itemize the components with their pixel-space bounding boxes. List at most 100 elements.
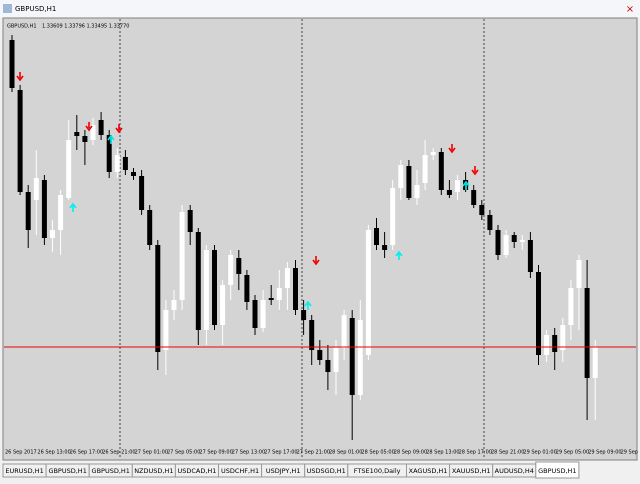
candle-body — [357, 320, 363, 395]
candle-body — [511, 235, 517, 242]
candle-body — [155, 245, 161, 352]
x-tick-label: 28 Sep 05:00 — [361, 450, 394, 456]
sell-arrow — [16, 72, 24, 82]
candle-body — [268, 298, 274, 300]
candle-body — [374, 228, 379, 245]
candle-body — [220, 285, 226, 325]
candle-body — [106, 135, 112, 172]
x-tick-label: 28 Sep 01:00 — [329, 450, 362, 456]
tab-label[interactable]: NZDUSD,H1 — [134, 467, 173, 475]
candle-body — [333, 348, 339, 372]
candle-body — [90, 125, 96, 140]
x-tick-label: 29 Sep 01:00 — [523, 450, 556, 456]
tab-label[interactable]: XAGUSD,H1 — [409, 467, 448, 475]
candle-body — [260, 300, 266, 328]
candle-body — [284, 268, 290, 288]
x-tick-label: 27 Sep 17:00 — [264, 450, 297, 456]
x-tick-label: 28 Sep 09:00 — [394, 450, 427, 456]
x-tick-label: 27 Sep 05:00 — [167, 450, 200, 456]
candle-body — [122, 157, 128, 170]
candle-body — [471, 190, 477, 205]
candle-body — [131, 172, 136, 176]
buy-arrow — [69, 202, 77, 212]
candle-body — [212, 250, 217, 325]
candle-body — [446, 190, 452, 195]
tab-label[interactable]: FTSE100,Daily — [354, 467, 401, 475]
x-tick-label: 28 Sep 13:00 — [426, 450, 459, 456]
candle-body — [25, 192, 31, 230]
candle-body — [228, 255, 234, 285]
candle-body — [33, 178, 39, 200]
tab[interactable] — [535, 461, 580, 479]
candle-body — [163, 310, 169, 350]
tab-label[interactable]: XAUUSD,H1 — [452, 467, 491, 475]
candle-body — [50, 230, 55, 238]
candle-body — [584, 288, 590, 378]
candle-body — [382, 245, 388, 250]
candle-body — [171, 300, 177, 310]
buy-arrow — [304, 300, 312, 310]
candle-body — [479, 205, 485, 215]
chart-area — [2, 17, 638, 461]
x-tick-label: 26 Sep 13:00 — [37, 450, 70, 456]
candle-body — [82, 136, 88, 142]
close-button[interactable]: × — [626, 4, 634, 15]
candle-body — [9, 40, 15, 88]
tab-label[interactable]: USDCHF,H1 — [221, 467, 259, 475]
tab-label[interactable]: GBPUSD,H1 — [48, 467, 86, 475]
candle-body — [187, 210, 193, 232]
tab-label[interactable]: USDJPY,H1 — [266, 467, 301, 475]
candle-body — [495, 230, 501, 255]
candle-body — [293, 268, 298, 310]
candle-body — [552, 335, 558, 352]
candle-body — [244, 275, 250, 302]
candle-body — [341, 315, 347, 348]
candle-body — [114, 155, 120, 172]
x-tick-label: 27 Sep 13:00 — [232, 450, 265, 456]
candle-body — [74, 132, 80, 136]
x-tick-label: 28 Sep 21:00 — [491, 450, 524, 456]
candle-body — [236, 258, 242, 274]
x-tick-label: 28 Sep 17:00 — [459, 450, 492, 456]
candle-body — [560, 325, 566, 350]
sell-arrow — [115, 124, 123, 134]
sell-arrow — [85, 122, 93, 132]
candle-body — [98, 120, 104, 135]
x-tick-label: 29 Sep 13:00 — [621, 450, 640, 456]
tab-label[interactable]: USDCAD,H1 — [177, 467, 216, 475]
candle-body — [309, 320, 315, 350]
candle-body — [503, 235, 509, 255]
candle-body — [139, 176, 145, 210]
candle-body — [390, 188, 396, 245]
candle-body — [195, 232, 201, 330]
candle-body — [58, 195, 64, 230]
candle-body — [252, 300, 258, 328]
candle-body — [203, 250, 209, 330]
candle-body — [66, 140, 72, 198]
tab-label[interactable]: EURUSD,H1 — [5, 467, 43, 475]
tab-label[interactable]: AUDUSD,H4 — [495, 467, 534, 475]
candle-body — [406, 166, 412, 198]
candle-body — [430, 152, 436, 155]
ohlc-label: 1.33609 1.33796 1.33495 1.33770 — [42, 24, 129, 30]
candle-body — [41, 180, 47, 238]
candle-body — [536, 272, 541, 355]
x-tick-label: 29 Sep 05:00 — [556, 450, 589, 456]
candle-body — [455, 180, 460, 192]
candle-body — [276, 288, 282, 300]
tab-label[interactable]: USDSGD,H1 — [307, 467, 346, 475]
signals — [16, 72, 479, 310]
candle-body — [317, 350, 323, 360]
candle-body — [301, 310, 307, 320]
tab-label[interactable]: GBPUSD,H1 — [92, 467, 130, 475]
candle-body — [438, 152, 444, 190]
candle-body — [17, 90, 23, 192]
candle-body — [568, 288, 574, 325]
x-tick-label: 26 Sep 2017 — [5, 450, 37, 456]
candle-body — [325, 360, 331, 372]
x-tick-label: 27 Sep 09:00 — [199, 450, 232, 456]
candle-body — [147, 210, 153, 245]
tab-label[interactable]: GBPUSD,H1 — [538, 467, 576, 475]
